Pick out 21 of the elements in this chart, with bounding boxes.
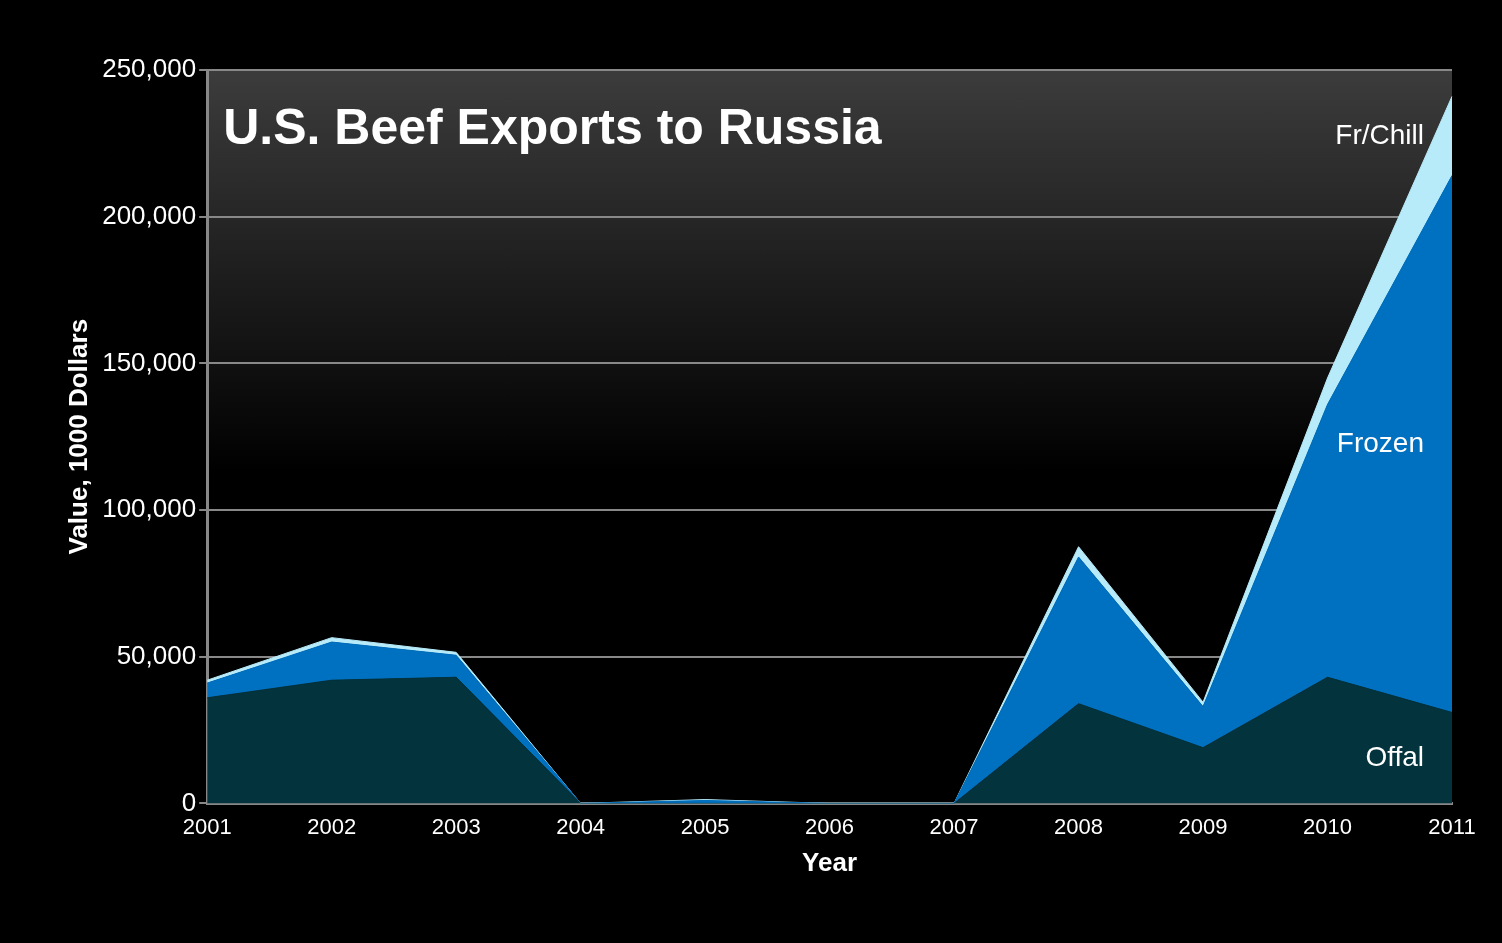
- y-axis-title: Value, 1000 Dollars: [62, 318, 93, 555]
- series-label: Fr/Chill: [1335, 118, 1424, 150]
- text: U.S. Beef Exports to Russia: [223, 98, 883, 155]
- x-tick-label: 2010: [1303, 813, 1352, 839]
- x-tick-label: 2003: [431, 813, 481, 839]
- x-tick-label: 2007: [929, 813, 979, 839]
- x-tick-label: 2002: [307, 813, 357, 839]
- x-axis-title: Year: [802, 846, 858, 877]
- x-tick-label: 2009: [1178, 813, 1228, 839]
- x-tick-label: 2006: [805, 813, 855, 839]
- series-label: Offal: [1365, 740, 1424, 772]
- y-tick-label: 250,000: [102, 53, 197, 84]
- x-tick-label: 2004: [556, 813, 606, 839]
- y-tick-label: 50,000: [116, 639, 197, 670]
- x-tick-label: 2008: [1054, 813, 1104, 839]
- x-tick-label: 2011: [1428, 813, 1476, 839]
- x-tick-label: 2005: [680, 813, 730, 839]
- series-label: Frozen: [1336, 426, 1424, 458]
- y-tick-label: 100,000: [102, 493, 197, 524]
- y-tick-label: 200,000: [102, 199, 197, 230]
- y-tick-label: 150,000: [102, 346, 197, 377]
